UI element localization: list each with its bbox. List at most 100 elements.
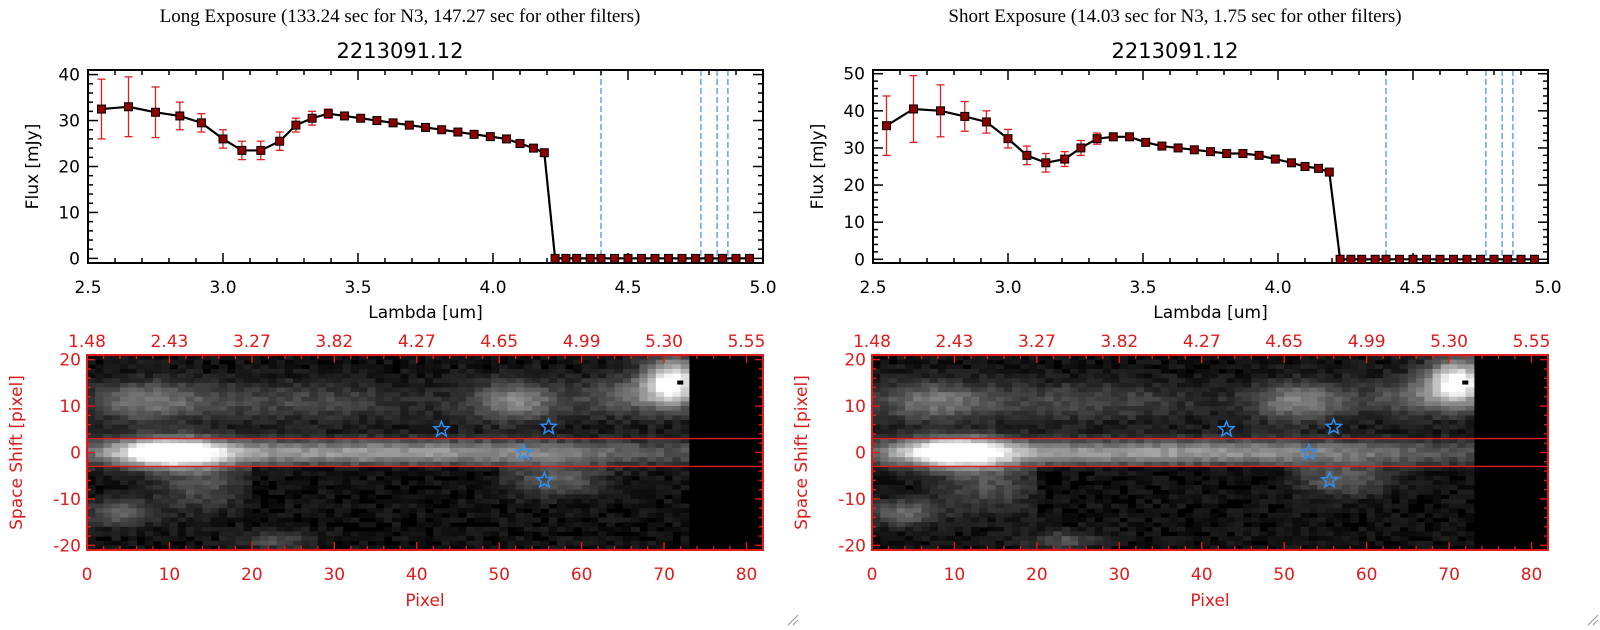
image-pixel xyxy=(647,457,657,463)
image-pixel xyxy=(1061,536,1071,542)
image-pixel xyxy=(532,401,542,407)
image-pixel xyxy=(474,466,484,472)
image-pixel xyxy=(921,498,931,505)
image-pixel xyxy=(622,368,632,375)
image-pixel xyxy=(1177,531,1186,537)
image-pixel xyxy=(317,545,327,551)
image-pixel xyxy=(1193,494,1203,500)
image-pixel xyxy=(342,396,352,403)
image-pixel xyxy=(1094,471,1104,477)
image-pixel xyxy=(680,447,690,454)
image-pixel xyxy=(639,480,649,486)
image-pixel xyxy=(375,433,385,440)
image-pixel xyxy=(962,401,972,407)
image-pixel xyxy=(416,489,426,495)
image-pixel xyxy=(896,545,906,551)
image-pixel xyxy=(416,406,426,412)
image-pixel xyxy=(128,494,138,500)
image-pixel xyxy=(598,364,607,370)
image-pixel xyxy=(904,508,914,514)
image-pixel xyxy=(185,494,195,500)
image-pixel xyxy=(880,475,890,481)
image-pixel xyxy=(962,457,972,463)
image-pixel xyxy=(185,401,195,407)
image-pixel xyxy=(1152,424,1162,430)
image-pixel xyxy=(880,452,890,458)
image-pixel xyxy=(1061,410,1071,416)
image-pixel xyxy=(954,368,964,375)
image-pixel xyxy=(1036,545,1046,551)
image-pixel xyxy=(1152,429,1162,435)
data-point xyxy=(256,145,266,155)
image-pixel xyxy=(103,410,113,416)
image-pixel xyxy=(342,508,352,514)
image-pixel xyxy=(937,494,947,500)
image-pixel xyxy=(309,378,319,384)
image-pixel xyxy=(540,443,550,449)
image-pixel xyxy=(970,466,980,472)
image-pixel xyxy=(880,540,890,546)
image-pixel xyxy=(301,522,311,528)
image-pixel xyxy=(342,373,352,379)
image-pixel xyxy=(317,382,327,389)
image-pixel xyxy=(111,531,121,537)
image-pixel xyxy=(202,485,212,491)
image-pixel xyxy=(1012,485,1021,491)
image-pixel xyxy=(606,494,616,500)
image-pixel xyxy=(1111,415,1120,421)
image-pixel xyxy=(921,373,931,379)
image-pixel xyxy=(1028,378,1038,384)
image-pixel xyxy=(1069,364,1079,370)
image-pixel xyxy=(202,373,212,379)
image-pixel xyxy=(499,401,509,407)
image-pixel xyxy=(1086,545,1096,551)
image-pixel xyxy=(235,410,245,416)
image-pixel xyxy=(888,392,898,398)
image-pixel xyxy=(276,526,286,533)
image-pixel xyxy=(1144,508,1153,514)
y-axis-label: Flux [mJy] xyxy=(808,124,828,210)
image-pixel xyxy=(1012,415,1021,421)
image-pixel xyxy=(954,452,964,458)
image-pixel xyxy=(301,498,311,505)
image-pixel xyxy=(565,517,574,523)
image-pixel xyxy=(548,387,558,393)
image-pixel xyxy=(556,387,566,393)
image-pixel xyxy=(111,461,121,468)
image-pixel xyxy=(1094,355,1104,361)
image-pixel xyxy=(921,387,931,393)
image-pixel xyxy=(598,401,607,407)
image-pixel xyxy=(474,424,484,430)
image-pixel xyxy=(1069,498,1079,505)
image-pixel xyxy=(1102,526,1112,533)
image-pixel xyxy=(177,382,187,389)
image-pixel xyxy=(342,359,352,365)
image-pixel xyxy=(466,498,476,505)
image-pixel xyxy=(904,447,914,454)
image-pixel xyxy=(904,382,914,389)
image-pixel xyxy=(103,387,113,393)
image-pixel xyxy=(598,368,607,375)
image-pixel xyxy=(581,489,591,495)
x-tick-label: 10 xyxy=(159,565,181,585)
image-pixel xyxy=(1193,443,1203,449)
image-pixel xyxy=(490,401,500,407)
image-pixel xyxy=(507,420,517,426)
image-pixel xyxy=(1127,424,1137,430)
image-pixel xyxy=(301,359,311,365)
image-pixel xyxy=(1102,457,1112,463)
image-pixel xyxy=(954,373,964,379)
image-pixel xyxy=(268,392,278,398)
image-pixel xyxy=(937,526,947,533)
image-pixel xyxy=(872,401,881,407)
image-pixel xyxy=(1094,415,1104,421)
image-pixel xyxy=(359,522,368,528)
image-pixel xyxy=(342,433,352,440)
image-pixel xyxy=(979,359,989,365)
image-pixel xyxy=(350,392,360,398)
image-pixel xyxy=(169,466,179,472)
x-tick-label: 4.0 xyxy=(479,278,506,298)
image-pixel xyxy=(449,503,459,509)
image-pixel xyxy=(896,480,906,486)
image-pixel xyxy=(284,387,294,393)
